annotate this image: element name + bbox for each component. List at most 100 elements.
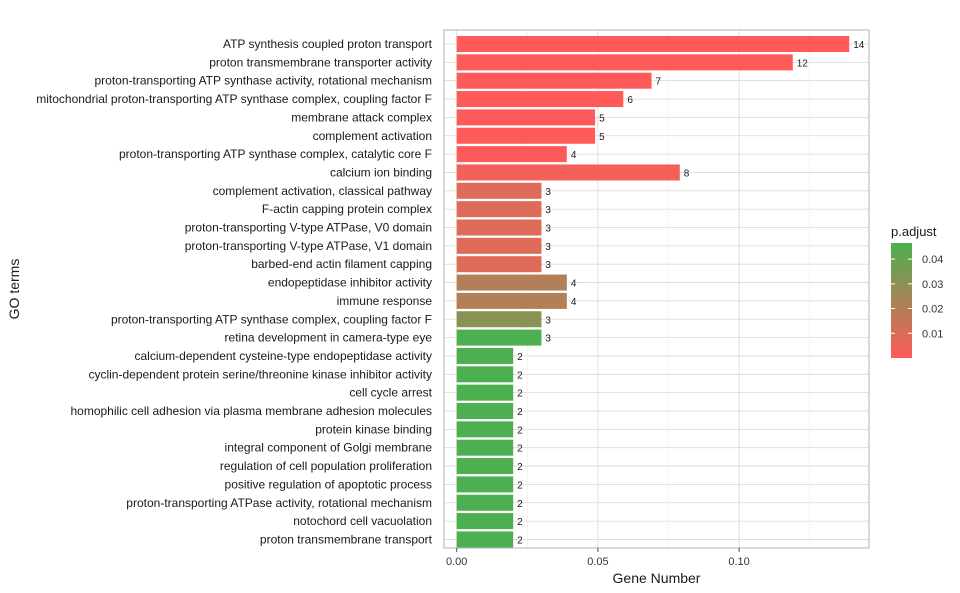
value-label: 12 xyxy=(797,58,809,69)
bar xyxy=(456,219,542,236)
value-label: 4 xyxy=(571,150,577,161)
category-label: proton-transporting V-type ATPase, V0 do… xyxy=(185,221,432,235)
value-label: 3 xyxy=(545,315,551,326)
value-label: 5 xyxy=(599,113,605,124)
category-label: mitochondrial proton-transporting ATP sy… xyxy=(36,92,432,106)
bar xyxy=(456,292,567,309)
value-label: 3 xyxy=(545,224,551,235)
value-label: 4 xyxy=(571,297,577,308)
panel-border xyxy=(443,29,870,549)
color-legend: p.adjust 0.01 0.02 0.03 0.04 xyxy=(891,224,943,358)
legend-tick-label: 0.03 xyxy=(922,279,943,291)
value-label: 2 xyxy=(517,535,523,546)
bar xyxy=(456,403,514,419)
category-label: proton-transporting ATP synthase complex… xyxy=(119,147,432,161)
value-label: 3 xyxy=(545,260,551,271)
bar xyxy=(456,109,596,126)
bar xyxy=(456,91,624,108)
bar xyxy=(456,72,652,89)
category-label: ATP synthesis coupled proton transport xyxy=(223,37,433,51)
category-label: retina development in camera-type eye xyxy=(225,331,433,345)
bar xyxy=(456,494,514,511)
category-label: calcium ion binding xyxy=(330,165,432,179)
value-label: 2 xyxy=(517,499,523,510)
legend-tick-label: 0.02 xyxy=(922,304,943,316)
value-label: 2 xyxy=(517,444,523,455)
y-axis-title: GO terms xyxy=(6,259,22,320)
bar xyxy=(456,127,596,144)
category-label: cell cycle arrest xyxy=(349,386,432,400)
category-label: proton-transporting V-type ATPase, V1 do… xyxy=(185,239,432,253)
category-label: membrane attack complex xyxy=(291,110,432,124)
value-label: 3 xyxy=(545,205,551,216)
value-label: 14 xyxy=(853,40,865,51)
value-label: 3 xyxy=(545,242,551,253)
value-label: 8 xyxy=(684,168,690,179)
legend-tick-label: 0.01 xyxy=(922,328,943,340)
category-labels: ATP synthesis coupled proton transport pr… xyxy=(36,37,432,546)
bar xyxy=(456,146,567,163)
category-label: regulation of cell population proliferat… xyxy=(220,459,432,473)
bar xyxy=(456,36,850,52)
value-label: 3 xyxy=(545,334,551,345)
bar xyxy=(456,329,542,346)
bar xyxy=(456,458,514,475)
category-label: F-actin capping protein complex xyxy=(262,202,432,216)
category-label: proton transmembrane transporter activit… xyxy=(209,55,432,69)
category-label: cyclin-dependent protein serine/threonin… xyxy=(88,367,432,381)
value-label: 3 xyxy=(545,187,551,198)
bar xyxy=(456,366,514,383)
bar xyxy=(456,513,514,530)
category-label: immune response xyxy=(337,294,433,308)
value-label: 2 xyxy=(517,425,523,436)
bar xyxy=(456,439,514,456)
value-label: 2 xyxy=(517,480,523,491)
legend-colorbar xyxy=(891,243,912,358)
value-labels: 14 12 7 6 5 5 4 8 3 3 3 3 3 4 4 3 3 2 2 2 2 2 2 2 2 2 2 2 xyxy=(517,40,865,546)
category-label: proton-transporting ATPase activity, rot… xyxy=(126,496,432,510)
value-label: 4 xyxy=(571,279,577,290)
category-label: proton-transporting ATP synthase complex… xyxy=(111,312,432,326)
value-label: 2 xyxy=(517,389,523,400)
value-label: 2 xyxy=(517,370,523,381)
value-label: 2 xyxy=(517,462,523,473)
category-label: endopeptidase inhibitor activity xyxy=(268,276,432,290)
category-label: proton-transporting ATP synthase activit… xyxy=(95,74,433,88)
bar xyxy=(456,237,542,254)
category-label: protein kinase binding xyxy=(315,422,432,436)
bar xyxy=(456,531,514,548)
legend-title: p.adjust xyxy=(891,224,937,239)
bar xyxy=(456,182,542,199)
bar xyxy=(456,256,542,273)
bar xyxy=(456,164,680,181)
x-tick-label: 0.10 xyxy=(728,556,749,568)
legend-tick-label: 0.04 xyxy=(922,254,943,266)
category-label: complement activation xyxy=(313,129,432,143)
bar xyxy=(456,384,514,401)
category-label: homophilic cell adhesion via plasma memb… xyxy=(70,404,432,418)
value-label: 2 xyxy=(517,517,523,528)
category-label: calcium-dependent cysteine-type endopept… xyxy=(134,349,432,363)
bar xyxy=(456,311,542,328)
value-label: 2 xyxy=(517,407,523,418)
bar xyxy=(456,421,514,438)
category-label: complement activation, classical pathway xyxy=(213,184,432,198)
bars-layer xyxy=(456,36,850,548)
category-label: proton transmembrane transport xyxy=(260,532,433,546)
category-label: positive regulation of apoptotic process xyxy=(225,477,432,491)
x-tick-label: 0.05 xyxy=(587,556,608,568)
value-label: 6 xyxy=(627,95,633,106)
bar xyxy=(456,347,514,364)
x-tick-label: 0.00 xyxy=(446,556,467,568)
value-label: 5 xyxy=(599,132,605,143)
bar xyxy=(456,476,514,493)
category-label: integral component of Golgi membrane xyxy=(225,441,433,455)
bar xyxy=(456,274,567,291)
category-label: notochord cell vacuolation xyxy=(293,514,432,528)
bar xyxy=(456,201,542,218)
value-label: 7 xyxy=(656,77,662,88)
x-axis-title: Gene Number xyxy=(613,570,701,586)
bar xyxy=(456,54,793,71)
x-axis: 0.00 0.05 0.10 xyxy=(446,548,750,568)
